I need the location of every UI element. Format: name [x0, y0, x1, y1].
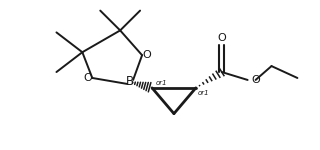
Text: O: O [252, 75, 260, 85]
Text: O: O [217, 33, 226, 43]
Text: O: O [83, 73, 92, 83]
Text: or1: or1 [198, 90, 210, 96]
Text: or1: or1 [156, 80, 168, 86]
Text: B: B [126, 75, 134, 88]
Text: O: O [143, 50, 151, 60]
